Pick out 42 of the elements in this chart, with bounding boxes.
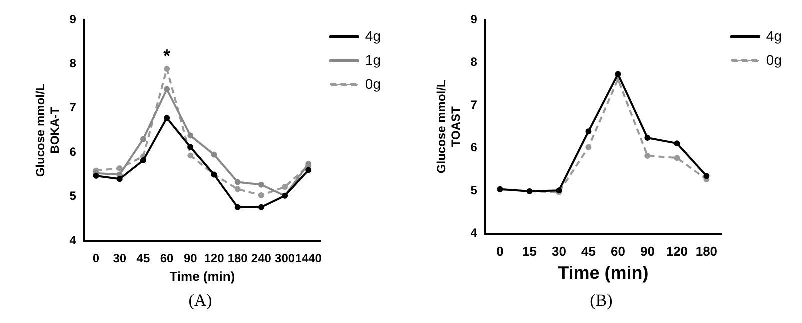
x-axis-title: Time (min) [558,263,649,284]
x-tick-label: 60 [160,252,174,266]
y-tick-label: 8 [70,56,77,71]
y-axis-title: Glucose mmol/L BOKA-T [34,84,62,178]
x-tick-label: 1440 [295,252,322,266]
legend-label: 4g [766,28,782,44]
x-tick-label: 0 [496,244,504,260]
y-tick-label: 7 [70,100,77,115]
x-tick-label: 15 [522,244,537,260]
text: (B) [589,291,614,311]
x-axis-title: Time (min) [170,268,236,284]
y-tick-label: 5 [70,189,77,204]
x-tick-label: 60 [610,244,626,260]
legend-label: 4g [365,28,382,44]
x-tick-label: 90 [184,252,198,266]
x-tick-label: 45 [581,244,596,260]
y-tick-label: 6 [470,140,478,155]
x-tick-label: 180 [696,244,718,260]
legend-label: 1g [365,52,382,68]
x-tick-label: 120 [204,252,225,266]
y-tick-label: 9 [70,12,77,26]
y-axis-title: Glucose mmol/L TOAST [434,80,463,174]
x-tick-label: 30 [552,244,566,260]
x-tick-label: 120 [666,244,688,260]
legend-label: 0g [365,76,382,92]
y-tick-label: 5 [470,183,478,198]
y-tick-label: 6 [70,144,77,159]
text: (A) [188,291,214,311]
x-tick-label: 45 [136,252,150,266]
y-tick-label: 4 [470,226,478,240]
y-tick-label: 4 [70,233,77,248]
x-tick-label: 30 [113,252,127,266]
y-tick-label: 8 [470,55,478,70]
legend-label: 0g [766,52,782,68]
y-tick-label: 9 [470,12,478,26]
x-tick-label: 240 [251,252,272,266]
annotation: * [164,46,171,66]
x-tick-label: 180 [228,252,248,266]
y-tick-label: 7 [470,98,478,112]
x-tick-label: 0 [92,252,100,266]
x-tick-label: 300 [275,252,296,266]
x-tick-label: 90 [640,244,655,260]
